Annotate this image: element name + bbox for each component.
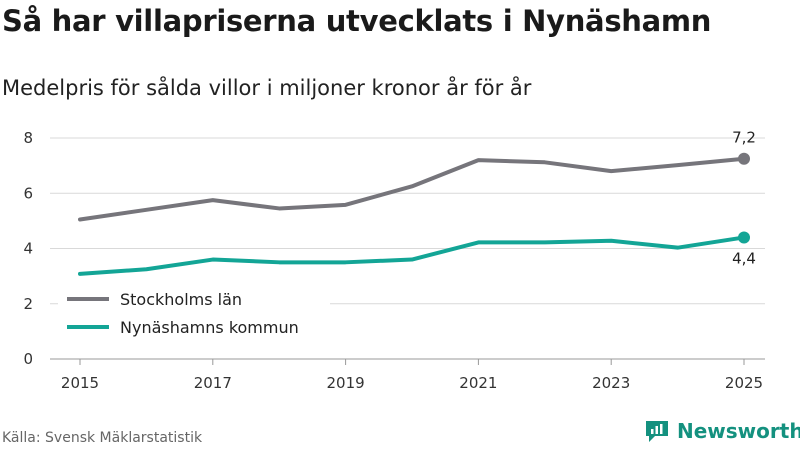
y-tick-label: 2 bbox=[23, 295, 33, 313]
x-tick-label: 2021 bbox=[459, 374, 497, 392]
x-tick-label: 2025 bbox=[725, 374, 763, 392]
brand-logo: Newsworthy bbox=[644, 418, 800, 444]
legend: Stockholms län Nynäshamns kommun bbox=[58, 285, 330, 345]
series-line-nynashamn bbox=[78, 235, 746, 276]
y-tick-label: 8 bbox=[23, 129, 33, 147]
y-tick-label: 4 bbox=[23, 240, 33, 258]
x-tick-label: 2019 bbox=[327, 374, 365, 392]
x-tick-label: 2015 bbox=[61, 374, 99, 392]
y-tick-label: 0 bbox=[23, 350, 33, 368]
chart-title: Så har villapriserna utvecklats i Nynäsh… bbox=[2, 4, 712, 38]
legend-label-nynashamn: Nynäshamns kommun bbox=[120, 318, 299, 337]
legend-background bbox=[58, 285, 330, 345]
series-line-stockholm bbox=[78, 156, 746, 222]
legend-label-stockholm: Stockholms län bbox=[120, 290, 242, 309]
source-note: Källa: Svensk Mäklarstatistik bbox=[2, 430, 203, 446]
grid-lines bbox=[50, 137, 765, 360]
y-tick-label: 6 bbox=[23, 184, 33, 202]
series-lines: 7,2 4,4 bbox=[78, 129, 756, 276]
x-axis: 2015 2017 2019 2021 2023 2025 bbox=[61, 359, 763, 392]
y-axis: 0 2 4 6 8 bbox=[23, 129, 33, 368]
brand-name: Newsworthy bbox=[677, 419, 800, 443]
x-tick-label: 2023 bbox=[592, 374, 630, 392]
chart-subtitle: Medelpris för sålda villor i miljoner kr… bbox=[2, 76, 532, 100]
end-label-stockholm: 7,2 bbox=[732, 129, 756, 147]
x-tick-label: 2017 bbox=[194, 374, 232, 392]
newsworthy-logo-icon bbox=[646, 421, 668, 442]
end-marker-stockholm bbox=[738, 152, 750, 165]
end-marker-nynashamn bbox=[738, 231, 750, 244]
end-label-nynashamn: 4,4 bbox=[732, 249, 756, 267]
line-chart: 0 2 4 6 8 2015 2017 2019 2021 2023 2025 7,2 4,4 St… bbox=[23, 129, 765, 392]
